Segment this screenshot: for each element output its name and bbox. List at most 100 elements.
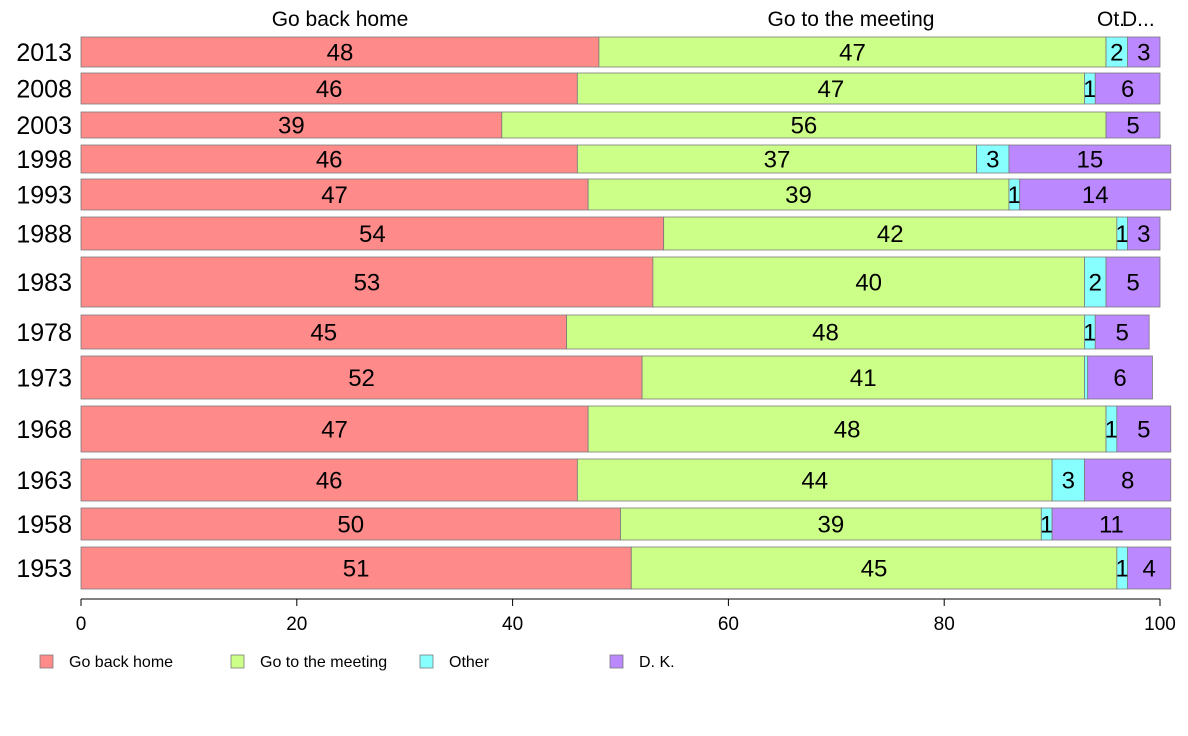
year-label-1993: 1993 (16, 182, 72, 210)
data-label-1963-3: 8 (1121, 468, 1134, 495)
bar-segment-2008-3 (1094, 72, 1161, 105)
data-label-1963-1: 44 (801, 468, 828, 495)
data-label-1993-3: 14 (1082, 182, 1109, 209)
data-label-1963-0: 46 (316, 468, 343, 495)
bar-segment-1998-0 (80, 144, 578, 174)
data-label-1998-2: 3 (986, 147, 999, 174)
bar-segment-1958-0 (80, 507, 621, 541)
x-tick-label-20: 20 (286, 614, 307, 635)
data-label-1983-3: 5 (1126, 270, 1139, 297)
year-label-1968: 1968 (16, 416, 72, 444)
bar-segment-1973-3 (1087, 355, 1153, 400)
bar-segment-1978-3 (1094, 314, 1150, 350)
data-label-2013-3: 3 (1137, 40, 1150, 67)
data-label-2008-3: 6 (1121, 76, 1134, 103)
data-label-1958-0: 50 (337, 512, 364, 539)
bar-row-1953: 1953 51 45 1 4 (16, 546, 1172, 590)
year-label-2013: 2013 (16, 39, 72, 67)
bar-segment-1968-3 (1116, 405, 1172, 453)
bar-segment-1963-3 (1084, 458, 1172, 502)
bar-segment-2003-3 (1105, 111, 1161, 139)
bar-row-2013: 2013 48 47 2 3 (16, 36, 1161, 68)
bar-segment-2008-1 (576, 72, 1085, 105)
bar-segment-1983-0 (80, 256, 654, 308)
data-label-1988-2: 1 (1116, 221, 1129, 248)
data-label-1963-2: 3 (1062, 468, 1075, 495)
x-tick-label-40: 40 (502, 614, 523, 635)
bar-segment-1978-0 (80, 314, 567, 350)
data-label-1998-3: 15 (1077, 147, 1104, 174)
data-label-1983-0: 53 (354, 270, 381, 297)
data-label-2003-3: 5 (1126, 113, 1139, 140)
legend-swatch-1 (230, 654, 245, 669)
bar-segment-1958-1 (620, 507, 1042, 541)
bar-segment-1973-1 (641, 355, 1085, 400)
data-label-1968-0: 47 (321, 417, 348, 444)
bar-segment-1993-3 (1019, 178, 1172, 211)
bar-row-1978: 1978 45 48 1 5 (16, 314, 1150, 350)
legend-label-0: Go back home (69, 654, 173, 671)
bar-segment-1953-3 (1127, 546, 1172, 590)
data-label-1968-2: 1 (1105, 417, 1118, 444)
bar-row-1983: 1983 53 40 2 5 (16, 256, 1161, 308)
column-header-2: Ot. (1097, 8, 1125, 31)
bar-segment-1968-1 (587, 405, 1107, 453)
data-label-1968-3: 5 (1137, 417, 1150, 444)
bar-row-2003: 2003 39 56 5 (16, 111, 1161, 140)
column-header-3: D... (1122, 8, 1155, 31)
data-label-1973-3: 6 (1113, 365, 1126, 392)
data-label-2008-1: 47 (818, 76, 845, 103)
legend-swatch-2 (419, 654, 434, 669)
bar-segment-2013-1 (598, 36, 1107, 68)
data-label-1993-0: 47 (321, 182, 348, 209)
data-label-1958-3: 11 (1099, 512, 1124, 539)
bar-segment-1978-1 (566, 314, 1085, 350)
data-label-2013-2: 2 (1110, 40, 1123, 67)
data-label-1973-0: 52 (348, 365, 375, 392)
bar-segment-1993-0 (80, 178, 589, 211)
bar-segment-1998-3 (1008, 144, 1172, 174)
data-label-1978-1: 48 (812, 320, 839, 347)
data-label-1983-2: 2 (1089, 270, 1102, 297)
bar-segment-1968-0 (80, 405, 589, 453)
legend: Go back home Go to the meeting Other D. K. (39, 654, 675, 671)
data-label-1988-0: 54 (359, 221, 386, 248)
year-label-1978: 1978 (16, 319, 72, 347)
data-label-1988-3: 3 (1137, 221, 1150, 248)
column-header-1: Go to the meeting (768, 8, 935, 31)
bar-segment-1973-0 (80, 355, 643, 400)
bar-segment-2013-3 (1127, 36, 1161, 68)
legend-label-2: Other (449, 654, 490, 671)
x-tick-label-0: 0 (76, 614, 87, 635)
year-label-2008: 2008 (16, 76, 72, 104)
year-label-1998: 1998 (16, 146, 72, 174)
bar-row-1993: 1993 47 39 1 14 (16, 178, 1172, 211)
legend-label-3: D. K. (639, 654, 675, 671)
data-label-1983-1: 40 (855, 270, 882, 297)
year-label-1963: 1963 (16, 467, 72, 495)
data-label-1978-3: 5 (1116, 320, 1129, 347)
data-label-1968-1: 48 (834, 417, 861, 444)
data-label-1988-1: 42 (877, 221, 904, 248)
data-label-2013-0: 48 (327, 40, 354, 67)
data-label-1953-2: 1 (1116, 556, 1129, 583)
bar-segment-1973-2 (1084, 355, 1089, 400)
bar-segment-1953-1 (630, 546, 1118, 590)
bar-segment-1988-0 (80, 216, 665, 251)
legend-label-1: Go to the meeting (260, 654, 387, 671)
data-label-1978-0: 45 (310, 320, 337, 347)
legend-swatch-0 (39, 654, 54, 669)
bar-segment-2013-0 (80, 36, 600, 68)
bar-row-2008: 2008 46 47 1 6 (16, 72, 1161, 105)
bar-row-1973: 1973 52 41 6 (16, 355, 1153, 400)
bar-segment-2003-1 (501, 111, 1107, 139)
data-label-2003-0: 39 (278, 113, 305, 140)
bar-segment-2003-0 (80, 111, 503, 139)
bar-segment-1963-0 (80, 458, 578, 502)
bar-segment-1988-3 (1127, 216, 1161, 251)
bar-segment-1958-3 (1051, 507, 1172, 541)
bar-segment-1998-2 (976, 144, 1010, 174)
year-label-1958: 1958 (16, 511, 72, 539)
